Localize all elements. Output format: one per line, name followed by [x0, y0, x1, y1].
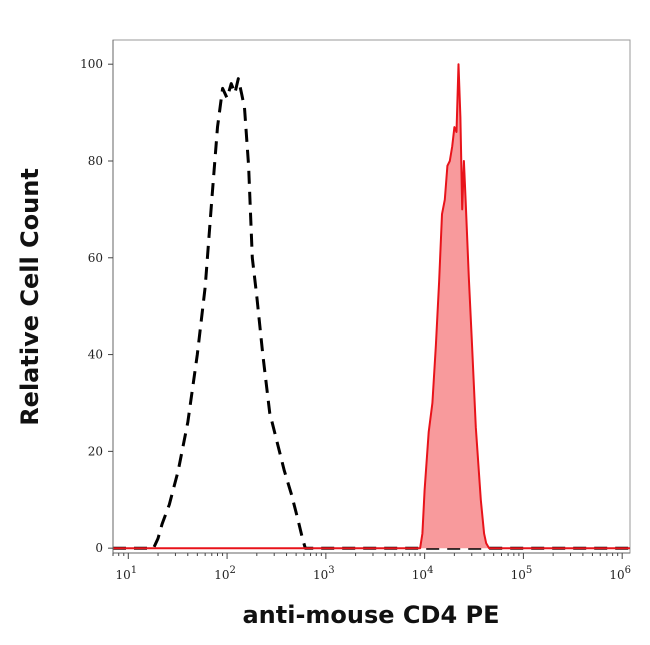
x-tick-label: 106 — [609, 565, 631, 582]
x-axis-title: anti-mouse CD4 PE — [242, 601, 499, 629]
x-tick-label: 105 — [511, 565, 533, 582]
y-axis-title: Relative Cell Count — [16, 168, 44, 426]
x-tick-label: 102 — [214, 565, 236, 582]
y-tick-label: 60 — [88, 251, 103, 265]
x-tick-label: 103 — [313, 565, 335, 582]
y-axis-ticks: 0 20 40 60 80 100 — [80, 57, 113, 555]
x-tick-label: 104 — [412, 565, 434, 582]
series-layer — [113, 63, 630, 550]
plot-frame — [112, 39, 631, 554]
y-tick-label: 0 — [95, 541, 103, 555]
series-line-1 — [113, 63, 630, 550]
y-tick-label: 20 — [88, 444, 103, 458]
series-line-0 — [113, 77, 630, 550]
x-tick-label: 101 — [115, 565, 137, 582]
series-fill-1 — [113, 64, 630, 549]
y-tick-label: 80 — [88, 154, 103, 168]
y-tick-label: 40 — [88, 348, 103, 362]
x-axis-ticks: 101 102 103 104 105 106 — [112, 553, 631, 582]
y-tick-label: 100 — [80, 57, 103, 71]
